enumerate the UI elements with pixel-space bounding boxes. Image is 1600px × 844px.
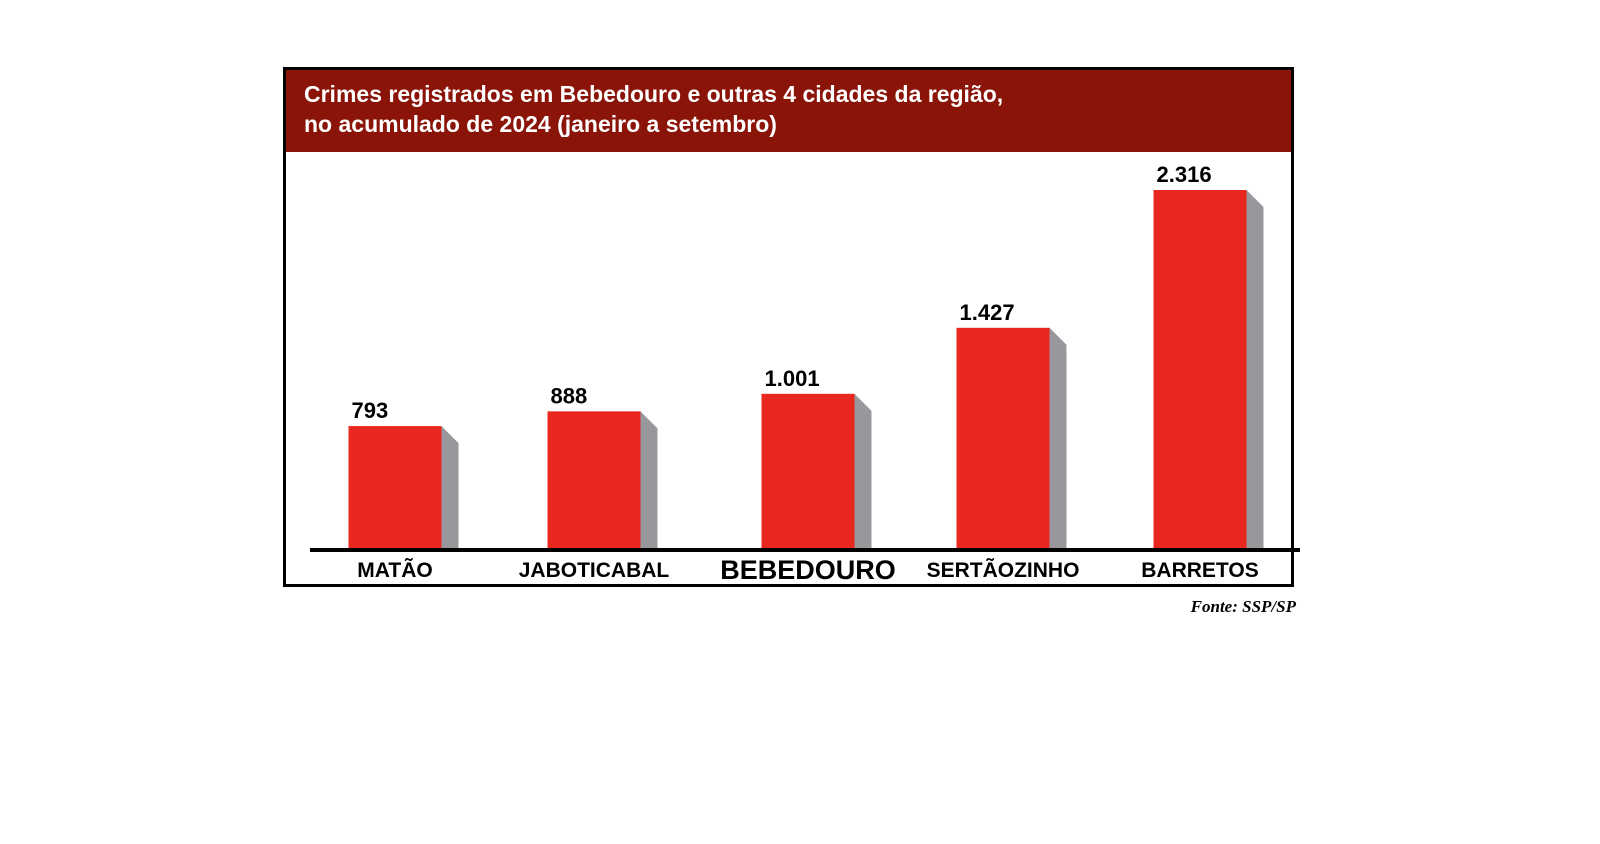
- category-label-0: MATÃO: [357, 559, 432, 582]
- value-label-2: 1.001: [765, 366, 820, 391]
- bar-1: [547, 411, 641, 549]
- value-label-0: 793: [352, 398, 389, 423]
- value-label-3: 1.427: [960, 300, 1015, 325]
- value-label-1: 888: [551, 383, 588, 408]
- category-label-4: BARRETOS: [1141, 559, 1258, 582]
- category-label-1: JABOTICABAL: [519, 559, 670, 582]
- bar-side-1: [640, 411, 658, 549]
- bar-side-4: [1246, 190, 1264, 549]
- bar-side-2: [854, 393, 872, 549]
- category-label-2: BEBEDOURO: [720, 555, 896, 585]
- source-note: Fonte: SSP/SP: [1190, 597, 1296, 616]
- bar-3: [956, 327, 1050, 549]
- chart-header: Crimes registrados em Bebedouro e outras…: [286, 70, 1291, 152]
- bar-2: [761, 393, 855, 549]
- chart-title: Crimes registrados em Bebedouro e outras…: [304, 81, 1004, 137]
- bar-side-3: [1049, 327, 1067, 549]
- category-label-3: SERTÃOZINHO: [927, 559, 1080, 582]
- bar-0: [348, 426, 442, 549]
- bar-side-0: [441, 426, 459, 549]
- bar-4: [1153, 190, 1247, 549]
- value-label-4: 2.316: [1157, 162, 1212, 187]
